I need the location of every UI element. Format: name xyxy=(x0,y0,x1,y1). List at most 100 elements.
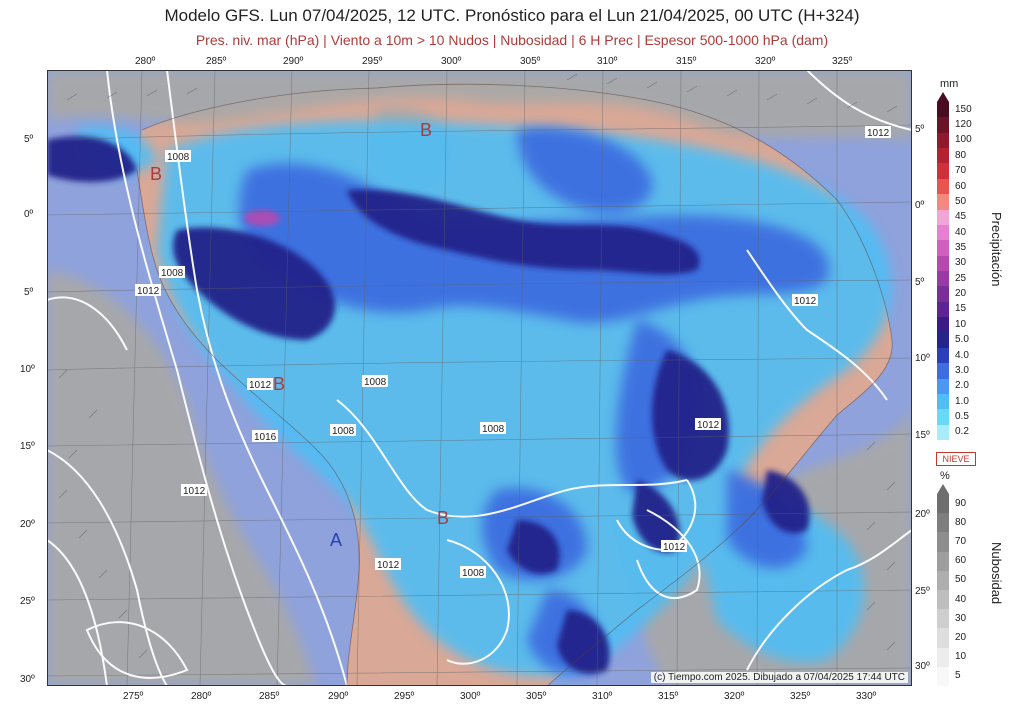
isobar-label: 1016 xyxy=(254,432,277,443)
isobar-label: 1008 xyxy=(332,426,355,437)
cloud-legend-tick-label: 40 xyxy=(955,593,967,605)
lon-label: 330º xyxy=(856,691,877,702)
isobar-label: 1012 xyxy=(867,128,890,139)
precip-legend-swatch xyxy=(937,209,949,226)
cloud-legend-tick-label: 60 xyxy=(955,555,967,567)
isobar-label: 1012 xyxy=(697,420,720,431)
lon-label: 320º xyxy=(755,56,776,67)
lon-label: 280º xyxy=(191,691,212,702)
lat-label: 15º xyxy=(20,441,35,452)
lon-label: 290º xyxy=(283,56,304,67)
lat-label: 25º xyxy=(915,586,930,597)
cloud-legend-swatch xyxy=(937,532,949,553)
precip-legend-swatch xyxy=(937,409,949,426)
precip-legend-tick-label: 30 xyxy=(955,257,967,269)
precip-legend-swatch xyxy=(937,286,949,303)
cloud-legend-tick-label: 20 xyxy=(955,632,967,643)
precip-legend-tick-label: 0.2 xyxy=(955,426,969,438)
precip-legend-swatch xyxy=(937,240,949,257)
isobar-label: 1012 xyxy=(249,380,272,391)
cloud-legend-tick-label: 5 xyxy=(955,670,961,682)
lat-label: 30º xyxy=(20,674,35,685)
precip-legend-tick-label: 1.0 xyxy=(955,395,969,407)
lat-label: 15º xyxy=(915,430,930,441)
precip-heavy xyxy=(47,136,810,674)
precip-legend-swatch xyxy=(937,317,949,334)
precip-legend-swatch xyxy=(937,148,949,165)
precip-legend-swatch xyxy=(937,224,949,242)
lat-label: 0º xyxy=(915,200,925,211)
precip-legend-tick-label: 150 xyxy=(955,103,972,115)
cloud-legend-tick-label: 30 xyxy=(955,612,967,624)
precip-legend-swatch xyxy=(937,347,949,365)
lon-label: 295º xyxy=(394,691,415,702)
lon-label: 295º xyxy=(362,56,383,67)
precip-legend-swatch xyxy=(937,393,949,411)
precip-legend-swatch xyxy=(937,363,949,380)
precip-legend-swatch xyxy=(937,424,949,441)
precip-legend-title: Precipitación xyxy=(989,212,1004,287)
lon-label: 310º xyxy=(592,691,613,702)
precip-legend-tick-label: 45 xyxy=(955,211,967,223)
snow-label: NIEVE xyxy=(936,452,976,466)
coastlines xyxy=(136,83,893,686)
precip-legend-swatch xyxy=(937,178,949,196)
precip-legend-swatch xyxy=(937,102,949,119)
isobar-labels: 1012 1008 1012 1008 1012 1016 1008 1008 … xyxy=(135,126,891,579)
cloud-legend-swatch xyxy=(937,628,949,649)
precip-legend-swatch xyxy=(937,132,949,150)
precip-legend-tick-label: 2.0 xyxy=(955,380,969,392)
cloud-legend-swatch xyxy=(937,494,949,515)
precip-legend-tick-label: 100 xyxy=(955,134,972,146)
precip-legend-swatch xyxy=(937,163,949,180)
cloud-legend-swatch xyxy=(937,513,949,534)
lat-label: 5º xyxy=(24,134,34,145)
lat-label: 30º xyxy=(915,661,930,672)
cloud-legend-swatch xyxy=(937,647,949,668)
high-center: A xyxy=(330,530,342,550)
lon-label: 300º xyxy=(460,691,481,702)
precip-legend-tick-label: 25 xyxy=(955,272,967,284)
cloud-legend-swatch xyxy=(937,666,949,687)
precip-legend-tick-label: 80 xyxy=(955,149,967,161)
cloud-legend-swatch xyxy=(937,551,949,572)
lat-label: 5º xyxy=(915,124,925,135)
cloud-legend-title: Nubosidad xyxy=(989,542,1004,605)
precip-legend-tick-label: 35 xyxy=(955,241,967,253)
lon-label: 325º xyxy=(790,691,811,702)
lon-label: 315º xyxy=(676,56,697,67)
low-center: B xyxy=(150,164,162,184)
forecast-map: 1012 1008 1012 1008 1012 1016 1008 1008 … xyxy=(47,70,912,686)
precip-legend-tick-label: 20 xyxy=(955,288,967,300)
lon-label: 315º xyxy=(658,691,679,702)
precip-unit: mm xyxy=(940,78,959,90)
lon-label: 290º xyxy=(328,691,349,702)
isobar-label: 1008 xyxy=(161,268,184,279)
precip-legend-tick-label: 40 xyxy=(955,226,967,238)
lon-label: 305º xyxy=(520,56,541,67)
precip-legend-swatch xyxy=(937,271,949,288)
precip-legend-tick-label: 3.0 xyxy=(955,364,969,376)
isobar-label: 1008 xyxy=(364,377,387,388)
lon-label: 285º xyxy=(259,691,280,702)
credit-text: (c) Tiempo.com 2025. Dibujado a 07/04/20… xyxy=(650,672,908,683)
precip-arrow-icon xyxy=(937,92,949,102)
lat-label: 5º xyxy=(915,277,925,288)
cloud-unit: % xyxy=(940,470,950,482)
precip-legend-swatch xyxy=(937,378,949,395)
lat-label: 20º xyxy=(20,519,35,530)
precip-legend-swatch xyxy=(937,332,949,349)
precip-legend-tick-label: 5.0 xyxy=(955,334,969,346)
isobar-label: 1012 xyxy=(137,286,160,297)
lon-label: 300º xyxy=(441,56,462,67)
cloud-legend-tick-label: 90 xyxy=(955,497,967,509)
precip-legend-tick-label: 60 xyxy=(955,180,967,192)
cloud-legend-swatch xyxy=(937,609,949,630)
isobar-label: 1008 xyxy=(462,568,485,579)
precip-legend-tick-label: 70 xyxy=(955,165,967,177)
low-center: B xyxy=(420,120,432,140)
precip-legend-tick-label: 120 xyxy=(955,119,972,131)
lon-label: 310º xyxy=(597,56,618,67)
precip-legend-swatch xyxy=(937,301,949,319)
lon-label: 280º xyxy=(135,56,156,67)
